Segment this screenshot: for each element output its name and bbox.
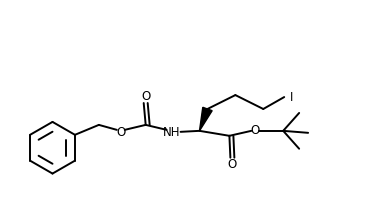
Text: O: O (116, 126, 125, 139)
Text: O: O (141, 90, 150, 103)
Text: I: I (289, 91, 293, 104)
Polygon shape (199, 107, 212, 131)
Text: O: O (228, 158, 237, 171)
Text: NH: NH (163, 126, 180, 139)
Text: O: O (251, 124, 260, 137)
